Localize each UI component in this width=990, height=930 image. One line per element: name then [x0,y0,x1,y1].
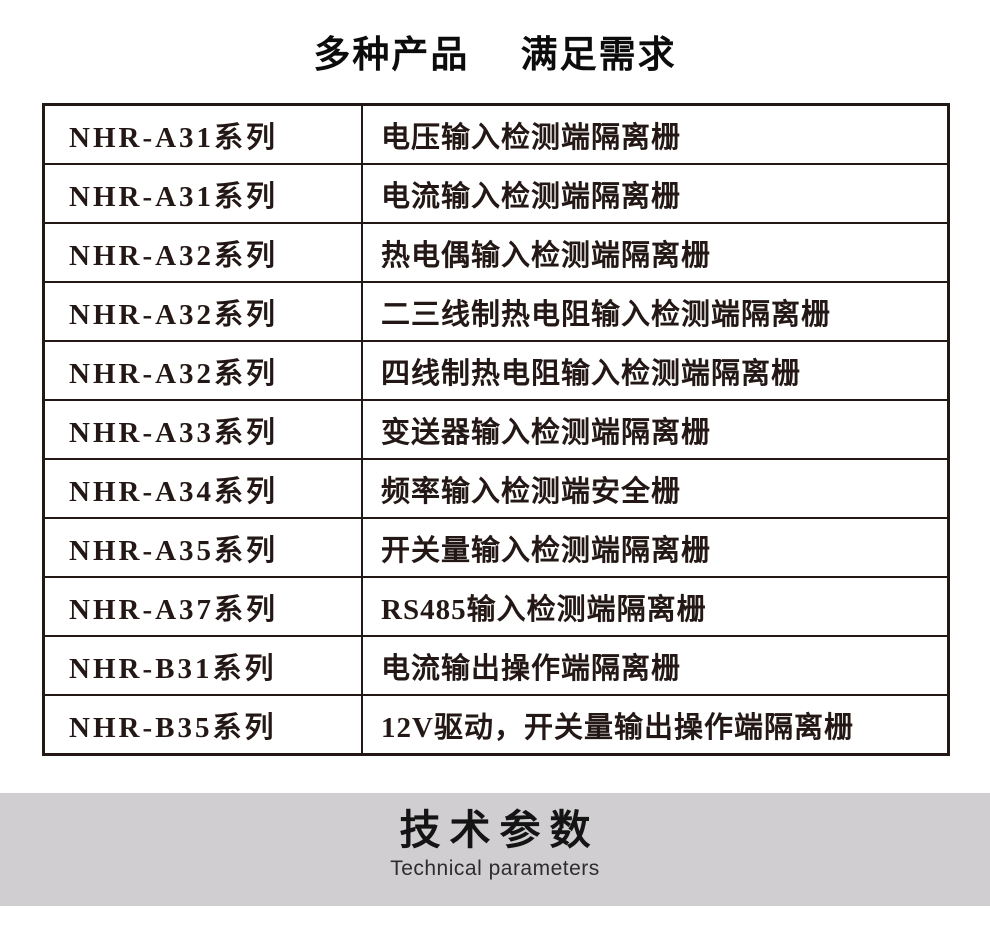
series-cell: NHR-A32系列 [42,222,363,283]
series-cell: NHR-A32系列 [42,340,363,401]
desc-cell: 12V驱动，开关量输出操作端隔离栅 [361,694,950,756]
table-row: NHR-A32系列 热电偶输入检测端隔离栅 [42,222,950,283]
series-cell: NHR-A31系列 [42,163,363,224]
desc-cell: 开关量输入检测端隔离栅 [361,517,950,578]
table-row: NHR-A31系列 电流输入检测端隔离栅 [42,163,950,224]
series-cell: NHR-A34系列 [42,458,363,519]
desc-cell: 热电偶输入检测端隔离栅 [361,222,950,283]
series-cell: NHR-B31系列 [42,635,363,696]
desc-cell: 变送器输入检测端隔离栅 [361,399,950,460]
desc-cell: 四线制热电阻输入检测端隔离栅 [361,340,950,401]
series-cell: NHR-A33系列 [42,399,363,460]
product-table: NHR-A31系列 电压输入检测端隔离栅 NHR-A31系列 电流输入检测端隔离… [42,103,950,756]
series-cell: NHR-A35系列 [42,517,363,578]
table-row: NHR-A35系列 开关量输入检测端隔离栅 [42,517,950,578]
table-row: NHR-B35系列 12V驱动，开关量输出操作端隔离栅 [42,694,950,756]
desc-cell: 二三线制热电阻输入检测端隔离栅 [361,281,950,342]
desc-cell: 电流输入检测端隔离栅 [361,163,950,224]
table-row: NHR-A32系列 四线制热电阻输入检测端隔离栅 [42,340,950,401]
banner-subtitle: Technical parameters [390,857,600,881]
series-cell: NHR-A31系列 [42,103,363,165]
desc-cell: 频率输入检测端安全栅 [361,458,950,519]
table-row: NHR-A37系列 RS485输入检测端隔离栅 [42,576,950,637]
series-cell: NHR-A37系列 [42,576,363,637]
table-row: NHR-A33系列 变送器输入检测端隔离栅 [42,399,950,460]
table-row: NHR-A31系列 电压输入检测端隔离栅 [42,103,950,165]
page-title: 多种产品 满足需求 [313,34,677,75]
banner-title: 技术参数 [399,807,600,853]
technical-parameters-banner: 技术参数 Technical parameters [0,793,990,906]
desc-cell: 电流输出操作端隔离栅 [361,635,950,696]
series-cell: NHR-B35系列 [42,694,363,756]
table-row: NHR-A34系列 频率输入检测端安全栅 [42,458,950,519]
desc-cell: 电压输入检测端隔离栅 [361,103,950,165]
table-row: NHR-A32系列 二三线制热电阻输入检测端隔离栅 [42,281,950,342]
series-cell: NHR-A32系列 [42,281,363,342]
desc-cell: RS485输入检测端隔离栅 [361,576,950,637]
table-row: NHR-B31系列 电流输出操作端隔离栅 [42,635,950,696]
